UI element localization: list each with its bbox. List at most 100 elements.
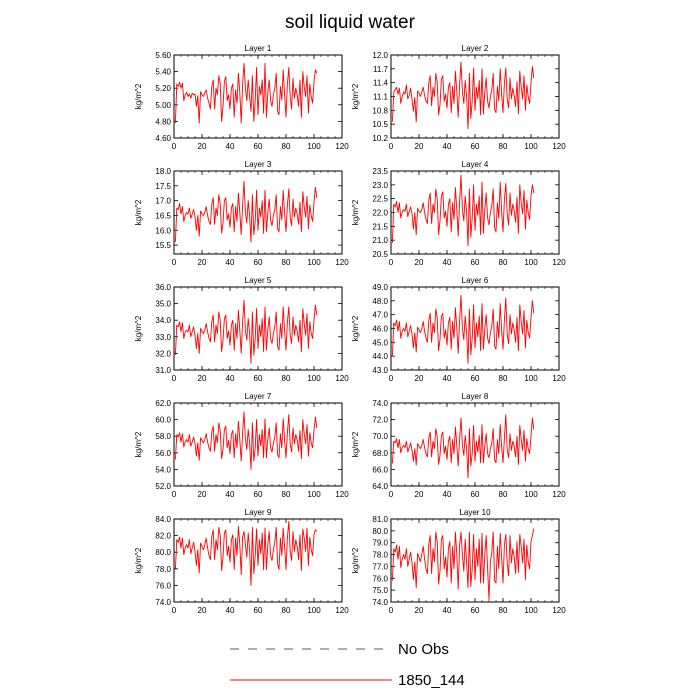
y-tick-label: 81.0	[372, 515, 388, 524]
panel-title: Layer 9	[245, 508, 272, 517]
y-axis-label: kg/m^2	[351, 431, 360, 457]
y-tick-label: 16.5	[155, 211, 171, 220]
y-tick-label: 22.0	[372, 209, 388, 218]
x-tick-label: 120	[552, 606, 566, 615]
x-tick-label: 20	[198, 258, 207, 267]
panel-title: Layer 5	[245, 276, 272, 285]
x-tick-label: 100	[307, 258, 321, 267]
plot-frame	[390, 518, 560, 603]
y-tick-label: 5.60	[155, 51, 171, 60]
y-tick-label: 45.0	[372, 338, 388, 347]
y-tick-label: 17.5	[155, 182, 171, 191]
series-line-1850-144	[391, 528, 535, 601]
x-tick-label: 60	[254, 374, 263, 383]
x-tick-label: 40	[443, 606, 452, 615]
x-tick-label: 60	[471, 258, 480, 267]
y-tick-label: 80.0	[372, 527, 388, 536]
x-tick-label: 120	[552, 374, 566, 383]
y-tick-label: 12.0	[372, 51, 388, 60]
y-tick-label: 31.0	[155, 366, 171, 375]
y-tick-label: 34.0	[155, 316, 171, 325]
y-tick-label: 5.40	[155, 68, 171, 77]
y-tick-label: 18.0	[155, 167, 171, 176]
x-tick-label: 60	[254, 142, 263, 151]
x-tick-label: 40	[226, 490, 235, 499]
x-tick-label: 80	[282, 142, 291, 151]
panel-layer-9: Layer 9 kg/m^2 0 20 40 60 80 100 120 74.0 76.0 78.0…	[134, 508, 349, 615]
y-tick-label: 10.8	[372, 106, 388, 115]
series-line-1850-144	[391, 61, 535, 130]
y-axis-label: kg/m^2	[134, 431, 143, 457]
x-tick-label: 120	[335, 142, 349, 151]
x-tick-label: 60	[471, 490, 480, 499]
x-tick-label: 100	[524, 490, 538, 499]
y-tick-label: 11.4	[373, 79, 389, 88]
y-tick-label: 33.0	[155, 333, 171, 342]
y-tick-label: 74.0	[372, 399, 388, 408]
x-tick-label: 80	[282, 374, 291, 383]
x-tick-label: 20	[415, 374, 424, 383]
x-tick-label: 60	[471, 142, 480, 151]
y-tick-label: 23.0	[372, 181, 388, 190]
series-line-1850-144	[174, 411, 318, 470]
plot-frame	[173, 170, 343, 255]
x-tick-label: 100	[524, 258, 538, 267]
y-tick-label: 77.0	[372, 562, 388, 571]
x-tick-label: 100	[524, 374, 538, 383]
x-tick-label: 60	[254, 606, 263, 615]
panel-title: Layer 6	[462, 276, 489, 285]
series-line-1850-144	[174, 62, 318, 124]
y-tick-label: 48.0	[372, 297, 388, 306]
x-tick-label: 0	[389, 142, 394, 151]
y-axis-label: kg/m^2	[134, 83, 143, 109]
x-tick-label: 60	[471, 374, 480, 383]
x-tick-label: 20	[415, 606, 424, 615]
legend-label-no-obs: No Obs	[398, 641, 449, 658]
y-tick-label: 32.0	[155, 349, 171, 358]
y-tick-label: 76.0	[155, 581, 171, 590]
y-tick-label: 10.2	[372, 134, 388, 143]
plot-frame	[390, 54, 560, 139]
y-axis-label: kg/m^2	[134, 315, 143, 341]
plot-frame	[390, 402, 560, 487]
y-tick-label: 78.0	[372, 551, 388, 560]
y-tick-label: 84.0	[155, 515, 171, 524]
x-tick-label: 120	[335, 258, 349, 267]
y-axis-label: kg/m^2	[351, 199, 360, 225]
y-tick-label: 47.0	[372, 311, 388, 320]
x-tick-label: 120	[552, 142, 566, 151]
x-tick-label: 20	[198, 142, 207, 151]
x-tick-label: 80	[499, 490, 508, 499]
y-tick-label: 36.0	[155, 283, 171, 292]
x-tick-label: 20	[415, 142, 424, 151]
series-line-1850-144	[174, 180, 318, 243]
y-tick-label: 22.5	[372, 195, 388, 204]
y-tick-label: 74.0	[155, 598, 171, 607]
x-tick-label: 60	[471, 606, 480, 615]
panel-title: Layer 3	[245, 160, 272, 169]
y-tick-label: 75.0	[372, 586, 388, 595]
y-axis-label: kg/m^2	[351, 547, 360, 573]
x-tick-label: 0	[389, 258, 394, 267]
x-tick-label: 100	[307, 490, 321, 499]
y-tick-label: 4.80	[155, 117, 171, 126]
panel-title: Layer 4	[462, 160, 489, 169]
y-tick-label: 20.5	[372, 250, 388, 259]
y-tick-label: 68.0	[372, 449, 388, 458]
x-tick-label: 40	[443, 258, 452, 267]
panel-title: Layer 2	[462, 44, 489, 53]
series-line-1850-144	[391, 414, 535, 479]
y-axis-label: kg/m^2	[134, 199, 143, 225]
y-tick-label: 58.0	[155, 432, 171, 441]
plot-frame	[390, 286, 560, 371]
panels: Layer 1 kg/m^2 0 20 40 60 80 100 120 4.60 4.80 5.00…	[134, 44, 566, 615]
y-tick-label: 80.0	[155, 548, 171, 557]
y-tick-label: 44.0	[372, 352, 388, 361]
y-tick-label: 43.0	[372, 366, 388, 375]
x-tick-label: 80	[282, 258, 291, 267]
y-tick-label: 56.0	[155, 449, 171, 458]
y-tick-label: 52.0	[155, 482, 171, 491]
plot-frame	[173, 54, 343, 139]
x-tick-label: 60	[254, 258, 263, 267]
